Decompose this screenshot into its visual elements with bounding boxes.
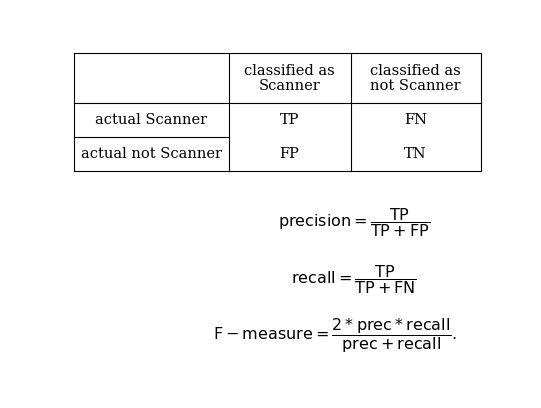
Text: actual not Scanner: actual not Scanner bbox=[81, 147, 222, 161]
Text: TN: TN bbox=[404, 147, 427, 161]
Text: actual Scanner: actual Scanner bbox=[95, 113, 207, 127]
Text: FN: FN bbox=[404, 113, 427, 127]
Text: TP: TP bbox=[280, 113, 299, 127]
Text: $\mathrm{recall} = \dfrac{\mathrm{TP}}{\mathrm{TP} + \mathrm{FN}}$: $\mathrm{recall} = \dfrac{\mathrm{TP}}{\… bbox=[292, 264, 417, 297]
Text: classified as: classified as bbox=[370, 64, 461, 78]
Text: $\mathrm{precision} = \dfrac{\mathrm{TP}}{\mathrm{TP} + \mathrm{FP}}$: $\mathrm{precision} = \dfrac{\mathrm{TP}… bbox=[278, 206, 431, 239]
Text: not Scanner: not Scanner bbox=[370, 78, 461, 93]
Text: Scanner: Scanner bbox=[259, 78, 320, 93]
Text: $\mathrm{F} - \mathrm{measure} = \dfrac{2 * \mathrm{prec} * \mathrm{recall}}{\ma: $\mathrm{F} - \mathrm{measure} = \dfrac{… bbox=[213, 316, 457, 355]
Text: FP: FP bbox=[280, 147, 300, 161]
Text: classified as: classified as bbox=[245, 64, 335, 78]
